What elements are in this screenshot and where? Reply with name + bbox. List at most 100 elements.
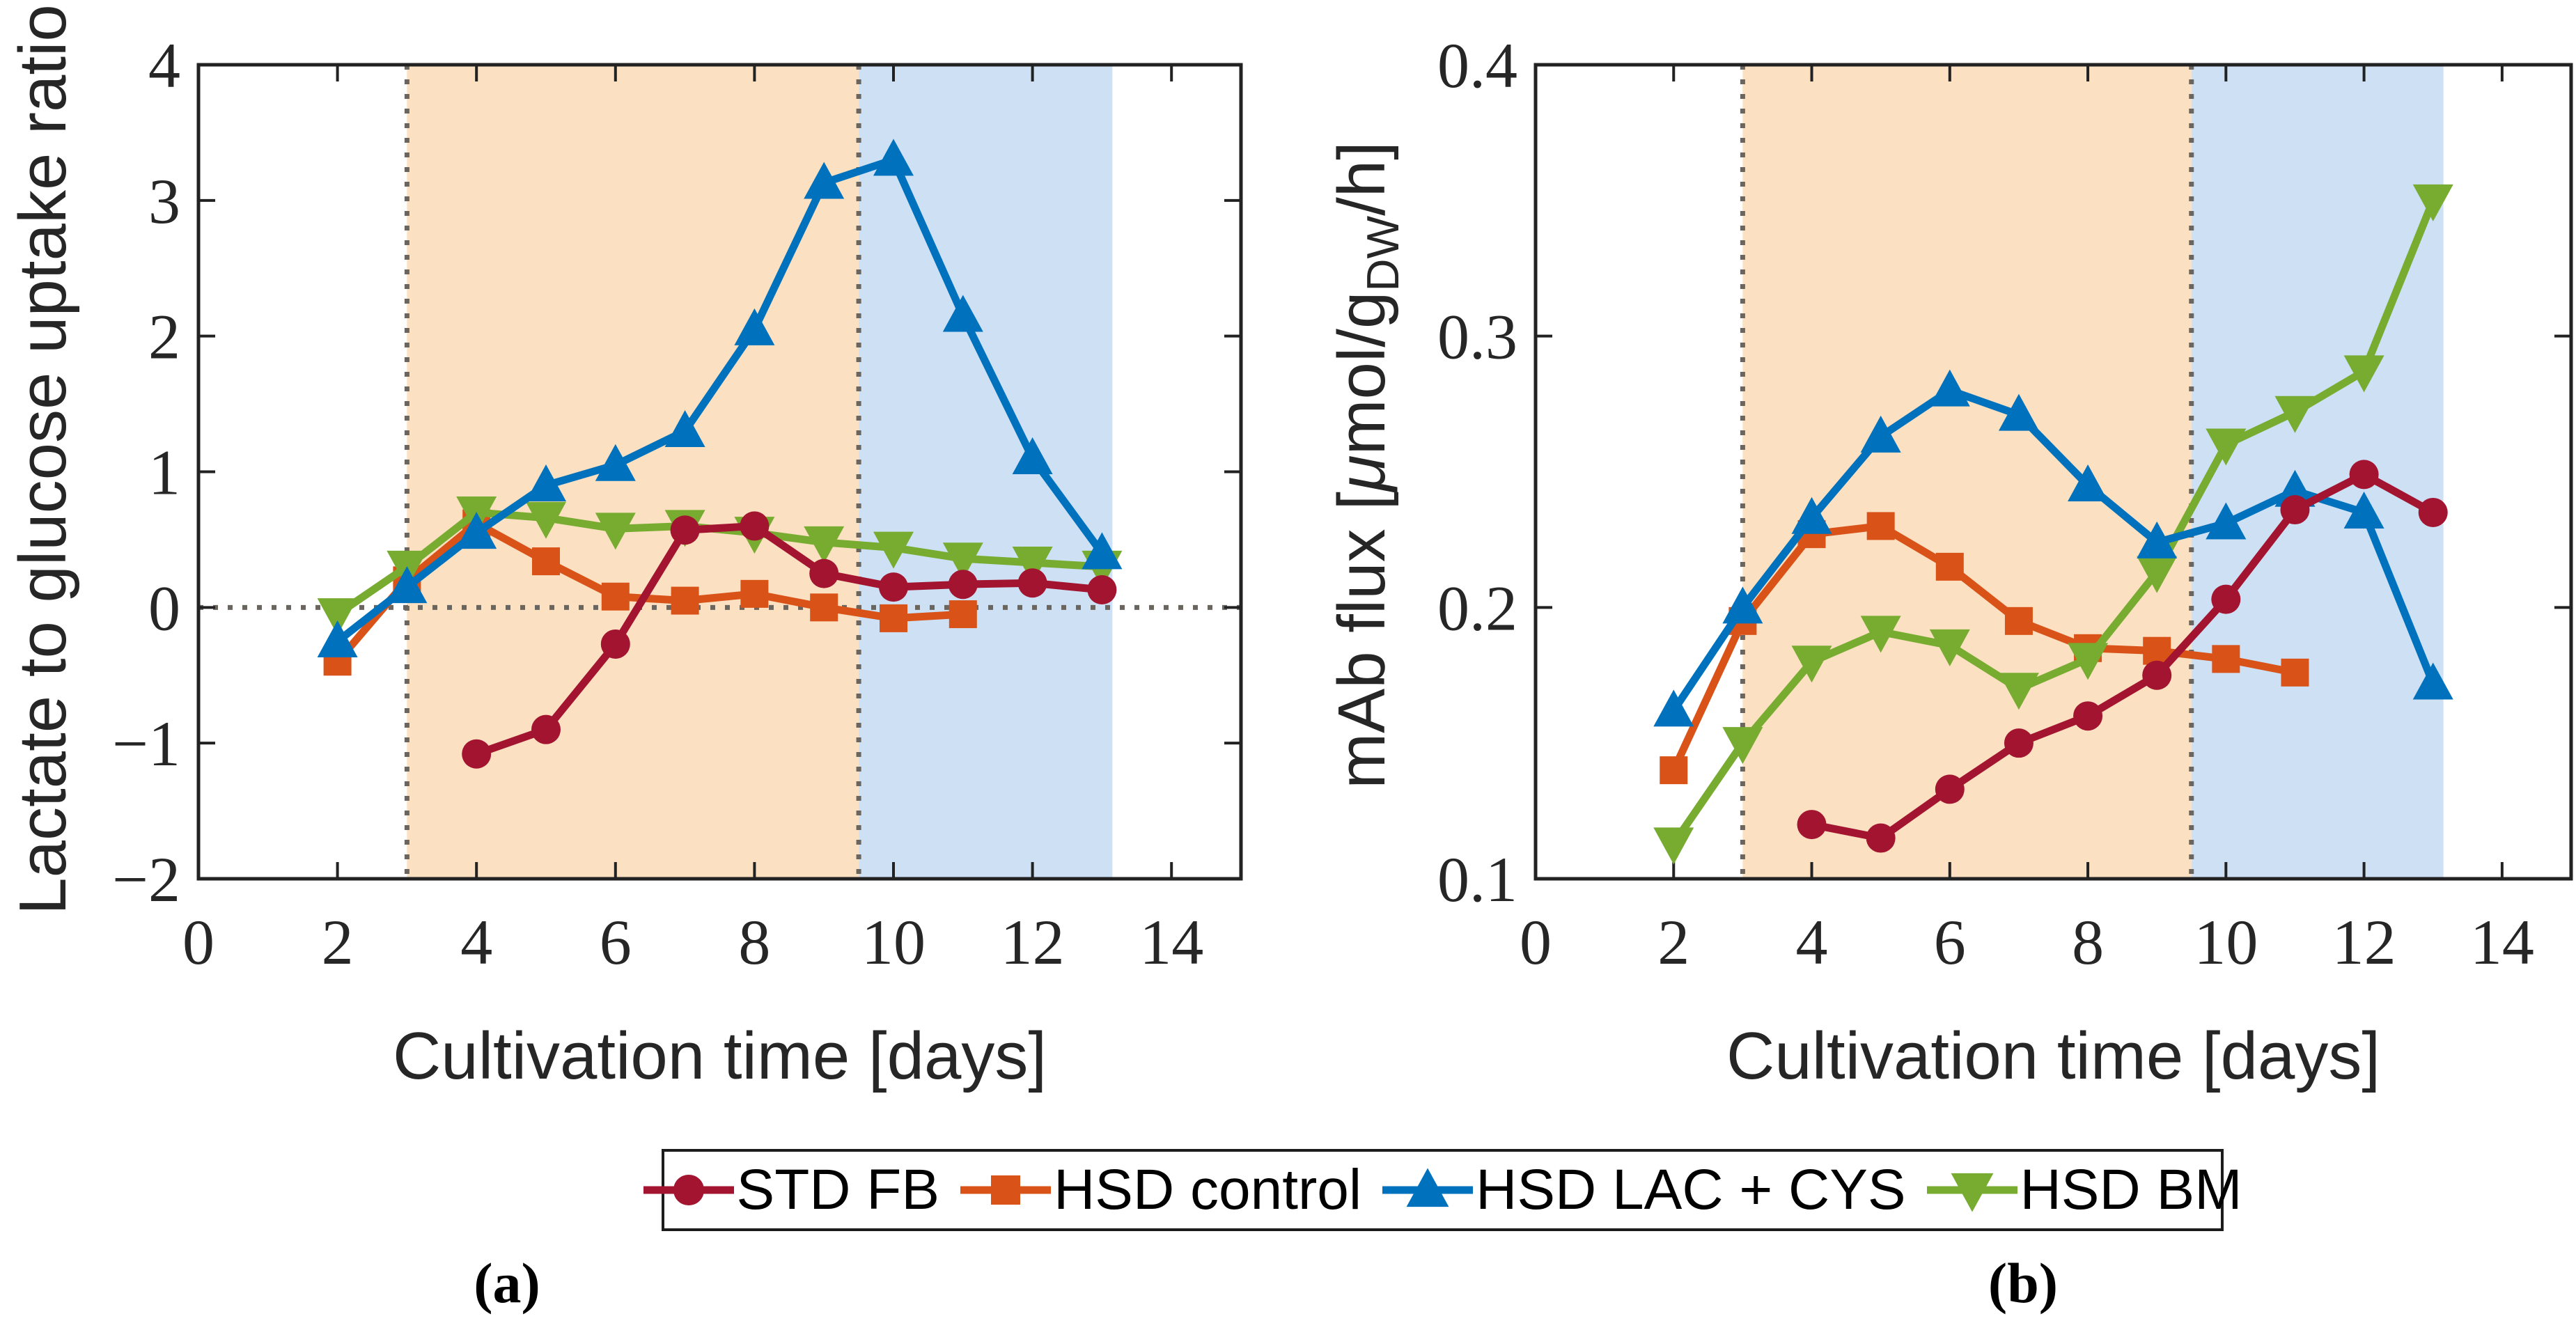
marker-triangle-down — [2412, 184, 2453, 221]
y-tick-label: 0.3 — [1437, 302, 1517, 373]
series-line — [334, 519, 964, 664]
marker-square — [532, 547, 560, 576]
y-tick-label: 0.4 — [1437, 30, 1517, 101]
series-hsd-lac-cys — [317, 139, 1123, 658]
panel-a-y-axis-label: Lactate to glucose uptake ratio — [6, 4, 80, 915]
marker-circle — [2418, 497, 2448, 527]
marker-triangle-up — [2412, 662, 2453, 700]
marker-triangle-down — [2343, 355, 2384, 393]
marker-triangle-up — [2137, 521, 2178, 558]
legend-item-hsd-control: HSD control — [960, 1157, 1361, 1223]
marker-triangle-down — [1860, 616, 1901, 653]
panel-b: 0 2 4 6 8 10 12 14 0.1 0.2 0.3 0.4 — [1437, 30, 2573, 978]
marker-square — [601, 582, 630, 611]
marker-square — [991, 1175, 1021, 1205]
marker-triangle-down — [1791, 646, 1832, 683]
x-tick-label: 4 — [1796, 907, 1828, 978]
legend-marker-triangle-up-icon — [1382, 1168, 1474, 1207]
marker-triangle-down — [1951, 1173, 1994, 1212]
marker-triangle-down — [804, 526, 845, 563]
marker-triangle-up — [1406, 1168, 1449, 1207]
x-tick-label: 8 — [738, 907, 770, 978]
panel-b-letter: (b) — [1988, 1251, 2059, 1315]
marker-triangle-up — [1012, 437, 1053, 475]
ylabel-b-part3: /h] — [1324, 141, 1399, 216]
marker-triangle-down — [1998, 673, 2039, 710]
x-tick-label: 14 — [1139, 907, 1203, 978]
marker-triangle-up — [942, 295, 983, 332]
legend-marker-square-icon — [960, 1175, 1052, 1205]
marker-triangle-up — [804, 162, 845, 199]
marker-square — [2004, 607, 2033, 635]
marker-circle — [1087, 575, 1117, 605]
marker-circle — [879, 572, 908, 602]
marker-square — [1866, 512, 1895, 540]
y-tick-label: 0.1 — [1437, 844, 1517, 915]
x-tick-label: 12 — [2332, 907, 2396, 978]
marker-triangle-up — [1929, 369, 1970, 407]
ylabel-b-part1: mAb flux [ — [1324, 492, 1399, 789]
x-tick-label: 0 — [182, 907, 214, 978]
x-tick-label: 0 — [1520, 907, 1552, 978]
marker-circle — [673, 1174, 704, 1206]
marker-triangle-down — [2137, 556, 2178, 593]
legend-label: STD FB — [736, 1158, 940, 1221]
marker-circle — [2211, 584, 2241, 614]
marker-circle — [531, 714, 561, 744]
phase-band — [2191, 65, 2444, 879]
y-tick-label: 0.2 — [1437, 572, 1517, 643]
legend-label: HSD control — [1054, 1158, 1362, 1221]
marker-triangle-down — [1722, 727, 1763, 765]
ylabel-b-subscript: DW — [1357, 215, 1409, 292]
marker-square — [740, 579, 769, 608]
phase-band — [859, 65, 1113, 879]
marker-triangle-down — [1012, 547, 1053, 584]
marker-triangle-up — [2206, 502, 2247, 540]
marker-triangle-up — [664, 410, 705, 448]
panel-a-x-axis-label: Cultivation time [days] — [392, 1019, 1047, 1093]
marker-circle — [462, 739, 492, 769]
marker-triangle-down — [2206, 428, 2247, 466]
marker-triangle-up — [2068, 464, 2109, 501]
marker-triangle-up — [873, 139, 914, 176]
legend-marker-circle-icon — [643, 1174, 734, 1206]
y-tick-label: 3 — [148, 166, 180, 237]
y-tick-label: −2 — [112, 844, 180, 915]
marker-triangle-up — [1082, 532, 1123, 570]
series-line — [475, 522, 1102, 758]
marker-circle — [809, 558, 839, 588]
panel-b-x-axis-label: Cultivation time [days] — [1726, 1019, 2381, 1093]
y-tick-label: 2 — [148, 302, 180, 373]
marker-square — [1935, 552, 1964, 581]
marker-circle — [948, 570, 978, 600]
marker-circle — [670, 515, 700, 545]
x-tick-label: 10 — [861, 907, 926, 978]
marker-circle — [1017, 568, 1047, 598]
marker-triangle-up — [526, 464, 566, 501]
y-tick-label: −1 — [112, 708, 180, 779]
marker-triangle-down — [1653, 827, 1694, 865]
marker-circle — [740, 511, 770, 541]
marker-triangle-down — [1929, 629, 1970, 666]
marker-circle — [1866, 823, 1896, 853]
marker-triangle-down — [2274, 396, 2316, 433]
marker-triangle-up — [1653, 689, 1694, 727]
x-tick-label: 12 — [1001, 907, 1065, 978]
series-line — [1811, 470, 2435, 843]
marker-triangle-up — [456, 512, 497, 549]
axes-frame — [1533, 63, 2573, 881]
marker-triangle-up — [317, 620, 358, 658]
marker-triangle-down — [317, 598, 358, 636]
series-hsd-bm — [1653, 184, 2453, 865]
series-std-fb — [462, 511, 1117, 769]
marker-triangle-up — [595, 444, 636, 481]
panel-b-y-axis-label: mAb flux [μmol/gDW/h] — [1324, 141, 1409, 789]
marker-triangle-up — [734, 308, 775, 345]
legend-item-std-fb: STD FB — [643, 1157, 940, 1223]
marker-triangle-down — [595, 513, 636, 550]
x-tick-label: 8 — [2072, 907, 2104, 978]
marker-circle — [600, 629, 630, 659]
marker-triangle-down — [2068, 643, 2109, 680]
legend-label: HSD BM — [2020, 1158, 2242, 1221]
